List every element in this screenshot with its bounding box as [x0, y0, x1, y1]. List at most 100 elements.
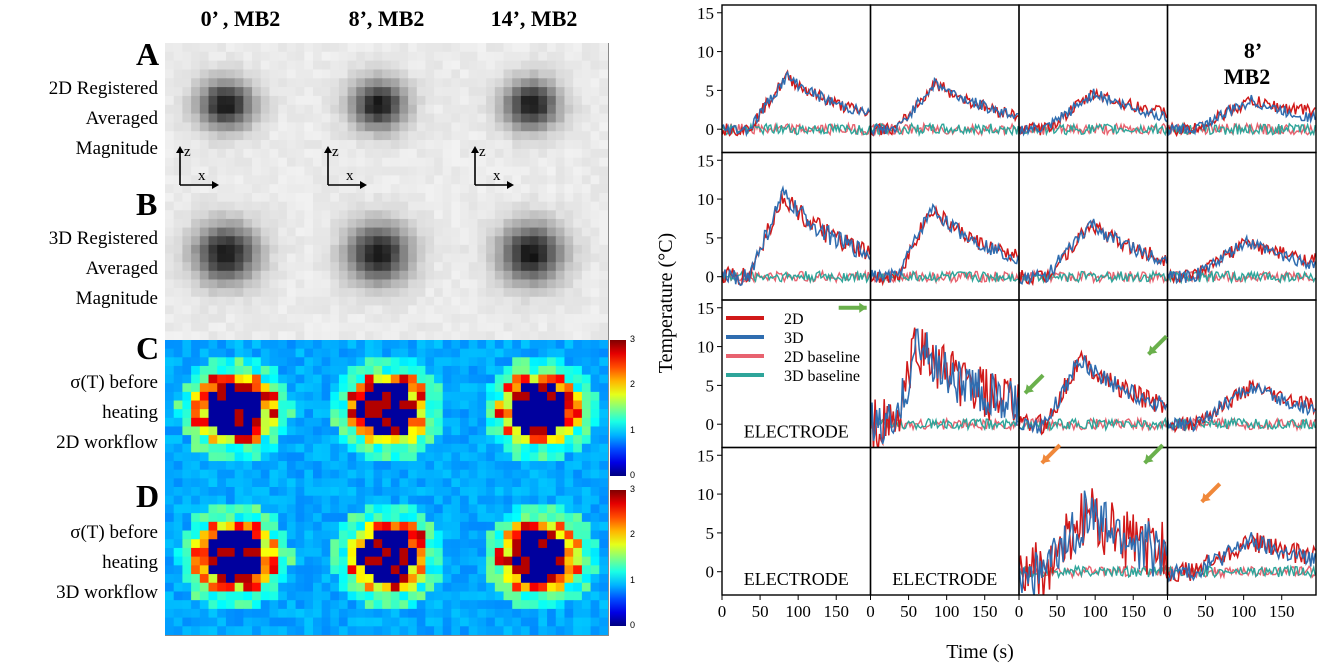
image-pixel [252, 626, 262, 635]
image-pixel [434, 288, 444, 298]
image-pixel [295, 270, 305, 280]
image-pixel [382, 305, 392, 315]
image-pixel [364, 262, 374, 272]
row-a-line-3: Magnitude [75, 138, 158, 159]
image-pixel [208, 617, 218, 627]
image-pixel [225, 253, 236, 263]
legend-label: 3D [784, 330, 804, 347]
image-pixel [286, 565, 297, 575]
image-pixel [243, 253, 253, 263]
image-pixel [564, 253, 574, 263]
image-pixel [434, 340, 444, 350]
image-pixel [269, 530, 279, 540]
image-pixel [503, 357, 513, 367]
image-pixel [356, 530, 366, 540]
image-pixel [460, 140, 470, 150]
image-pixel [225, 435, 236, 445]
image-pixel [538, 556, 548, 566]
image-pixel [599, 166, 608, 176]
image-pixel [503, 626, 513, 635]
image-pixel [460, 244, 470, 254]
image-pixel [278, 617, 288, 627]
image-pixel [486, 113, 496, 123]
image-pixel [512, 305, 522, 315]
image-pixel [399, 122, 409, 132]
image-pixel [460, 148, 470, 159]
x-tick-label: 0 [718, 602, 727, 621]
image-pixel [434, 296, 444, 306]
image-pixel [382, 443, 392, 453]
image-pixel [538, 565, 548, 575]
image-pixel [260, 391, 270, 401]
image-pixel [416, 417, 426, 427]
image-pixel [468, 95, 478, 106]
image-pixel [252, 322, 262, 332]
image-pixel [599, 574, 608, 584]
image-pixel [295, 547, 305, 558]
image-pixel [425, 521, 435, 531]
image-pixel [182, 582, 192, 592]
image-pixel [590, 513, 600, 523]
image-pixel [564, 435, 574, 445]
image-pixel [165, 210, 175, 220]
image-pixel [313, 547, 323, 558]
image-pixel [347, 157, 357, 167]
image-pixel [217, 51, 227, 62]
image-pixel [581, 253, 592, 263]
image-pixel [408, 521, 418, 531]
image-pixel [347, 504, 357, 514]
image-pixel [347, 296, 357, 306]
image-pixel [520, 43, 531, 53]
image-pixel [182, 51, 192, 62]
image-pixel [599, 201, 608, 211]
image-pixel [278, 565, 288, 575]
image-pixel [347, 331, 357, 340]
image-pixel [486, 574, 496, 584]
image-pixel [425, 426, 435, 436]
image-pixel [573, 574, 583, 584]
image-pixel [416, 262, 426, 272]
image-pixel [494, 201, 504, 211]
image-pixel [425, 122, 435, 132]
image-pixel [208, 104, 218, 115]
image-pixel [208, 435, 218, 445]
image-pixel [494, 193, 504, 203]
image-pixel [599, 113, 608, 123]
image-pixel [590, 131, 600, 141]
image-pixel [217, 157, 227, 167]
image-pixel [564, 574, 574, 584]
image-pixel [520, 113, 531, 123]
image-pixel [260, 104, 270, 115]
image-pixel [347, 547, 357, 558]
image-pixel [313, 365, 323, 376]
image-pixel [503, 591, 513, 601]
image-pixel [425, 87, 435, 97]
image-pixel [547, 279, 557, 289]
image-pixel [347, 279, 357, 289]
image-pixel [364, 391, 374, 401]
image-pixel [547, 400, 557, 410]
image-pixel [252, 409, 262, 419]
image-pixel [217, 547, 227, 558]
image-pixel [356, 400, 366, 410]
image-pixel [573, 253, 583, 263]
image-pixel [494, 305, 504, 315]
image-pixel [321, 140, 331, 150]
image-pixel [408, 288, 418, 298]
colorbar-tick-label: 3 [630, 484, 636, 494]
image-pixel [338, 314, 349, 324]
image-pixel [486, 78, 496, 88]
image-pixel [356, 166, 366, 176]
image-pixel [442, 582, 452, 592]
image-pixel [269, 148, 279, 159]
image-pixel [338, 383, 349, 393]
image-pixel [451, 539, 460, 549]
image-pixel [416, 78, 426, 88]
image-pixel [468, 426, 478, 436]
image-pixel [460, 227, 470, 237]
image-pixel [434, 383, 444, 393]
image-pixel [468, 574, 478, 584]
image-pixel [451, 461, 460, 471]
image-pixel [434, 391, 444, 401]
image-pixel [442, 122, 452, 132]
